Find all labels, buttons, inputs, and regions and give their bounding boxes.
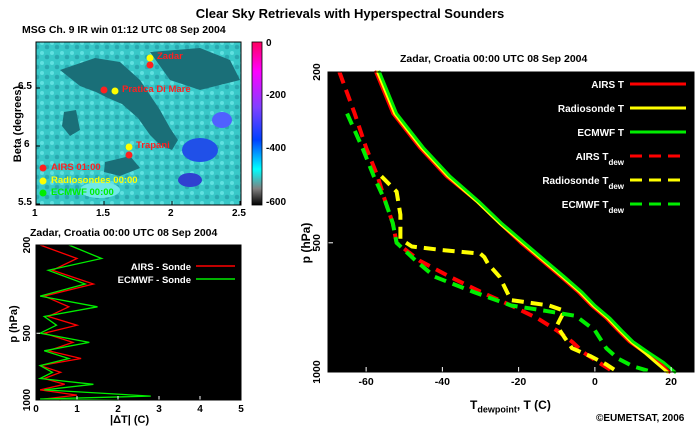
- map-xtick: 2.5: [232, 208, 246, 219]
- colorbar-tick: -400: [266, 143, 287, 154]
- x-tick-label: 0: [592, 376, 598, 388]
- legend-label-1: Radiosonde T: [558, 104, 624, 115]
- diff-chart-xlabel: |ΔT| (C): [110, 414, 150, 426]
- diff-series-line-0: [39, 244, 96, 401]
- colorbar-tick: 0: [266, 38, 272, 49]
- series-line-4: [379, 174, 619, 374]
- legend-label-4: Radiosonde Tdew: [542, 176, 624, 191]
- xlabel-sub: dewpoint: [477, 404, 517, 415]
- diff-chart-title: Zadar, Croatia 00:00 UTC 08 Sep 2004: [30, 227, 218, 239]
- profile-plot-area: [328, 72, 694, 372]
- diff-frame: [35, 244, 242, 401]
- profile-chart-title: Zadar, Croatia 00:00 UTC 08 Sep 2004: [400, 53, 588, 65]
- profile-chart-xlabel: Tdewpoint, T (C): [470, 398, 551, 414]
- station-label-zadar: Zadar: [157, 51, 183, 62]
- series-line-2: [378, 70, 677, 374]
- diff-y-tick-label: 1000: [22, 388, 33, 411]
- map-legend-radiosondes: Radiosondes 00:00: [51, 175, 138, 186]
- colorbar-tick: -200: [266, 90, 287, 101]
- y-tick-label: 500: [311, 234, 323, 252]
- station-label-trapani: Trapani: [136, 140, 170, 151]
- legend-label-0: AIRS T: [591, 80, 624, 91]
- diff-x-tick-label: 1: [74, 404, 80, 415]
- map-legend-airs: AIRS 01:00: [51, 162, 101, 173]
- diff-legend-label-0: AIRS - Sonde: [131, 262, 191, 273]
- profile-frame: [327, 71, 695, 373]
- station-label-pratica: Pratica Di Mare: [122, 84, 191, 95]
- diff-x-tick-label: 0: [33, 404, 39, 415]
- diff-x-tick-label: 2: [115, 404, 121, 415]
- map-legend-dot-radiosondes: [39, 177, 47, 185]
- map-legend-ecmwf: ECMWF 00:00: [51, 187, 114, 198]
- colorbar: [251, 41, 263, 206]
- diff-x-tick-label: 4: [197, 404, 203, 415]
- x-tick-label: -40: [435, 376, 450, 388]
- x-tick-label: -60: [359, 376, 374, 388]
- x-tick-label: -20: [511, 376, 526, 388]
- series-line-5: [345, 112, 653, 374]
- satellite-image: [36, 42, 241, 205]
- diff-x-tick-label: 3: [156, 404, 162, 415]
- map-ytick: 6: [24, 139, 30, 150]
- diff-y-tick-label: 500: [22, 324, 33, 341]
- y-tick-label: 200: [311, 63, 323, 81]
- colorbar-tick: -600: [266, 197, 287, 208]
- diff-x-tick-label: 5: [238, 404, 244, 415]
- map-xtick: 2: [168, 208, 174, 219]
- map-xtick: 1: [32, 208, 38, 219]
- map-ytick: 6.5: [18, 81, 32, 92]
- map-legend-dot-ecmwf: [39, 189, 47, 197]
- legend-label-2: ECMWF T: [577, 128, 624, 139]
- series-line-3: [337, 71, 615, 374]
- x-tick-label: 20: [665, 376, 677, 388]
- diff-series-line-1: [37, 244, 151, 401]
- main-title: Clear Sky Retrievals with Hyperspectral …: [195, 6, 505, 21]
- xlabel-main: T: [470, 398, 478, 412]
- xlabel-rest: , T (C): [516, 398, 551, 412]
- copyright: ©EUMETSAT, 2006: [596, 413, 685, 424]
- map-legend-dot-airs: [39, 164, 47, 172]
- y-tick-label: 1000: [311, 360, 323, 384]
- map-xtick: 1.5: [96, 208, 110, 219]
- map-title: MSG Ch. 9 IR win 01:12 UTC 08 Sep 2004: [22, 24, 226, 36]
- station-markers: [100, 54, 154, 159]
- diff-y-tick-label: 200: [22, 236, 33, 253]
- diff-legend-label-1: ECMWF - Sonde: [118, 275, 191, 286]
- map-ytick: 5.5: [18, 197, 32, 208]
